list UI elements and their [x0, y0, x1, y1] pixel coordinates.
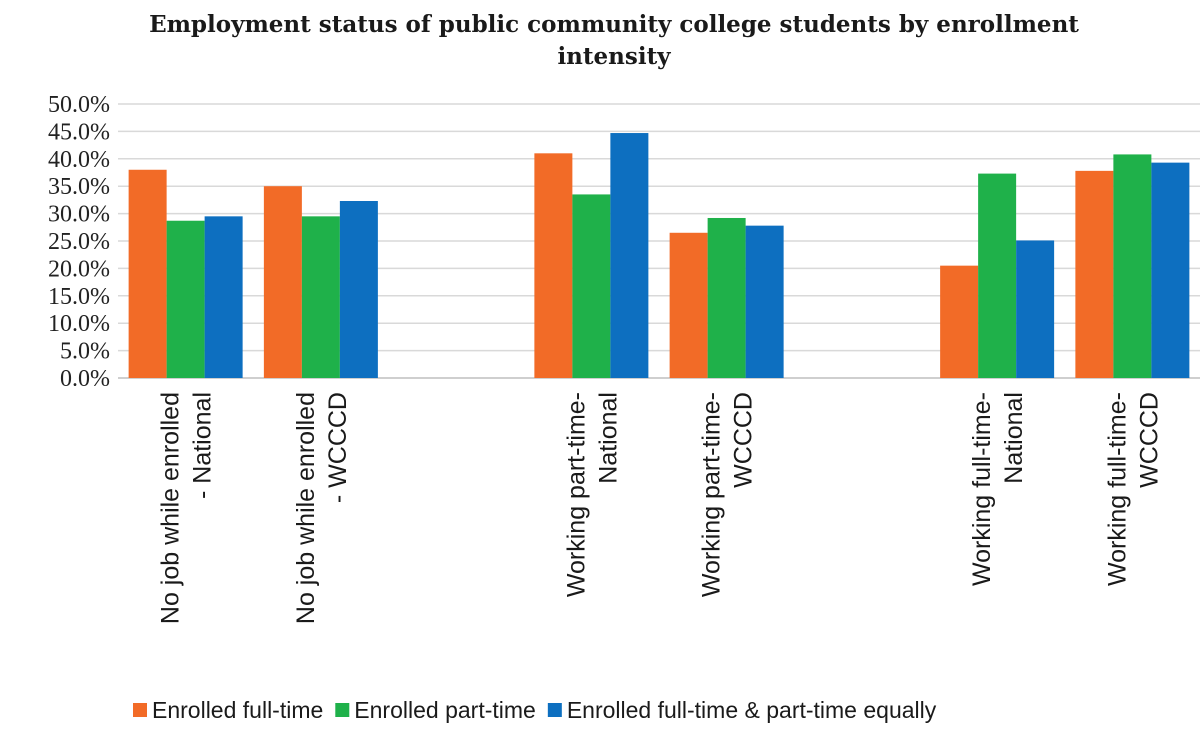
x-axis-ticks: No job while enrolled - National No job wh…: [157, 392, 1164, 624]
x-tick-label: No job while enrolled: [157, 392, 185, 624]
bar: [166, 220, 205, 378]
y-tick-label: 40.0%: [48, 147, 110, 173]
bar: [1016, 240, 1055, 378]
x-tick-label: WCCCD: [1135, 392, 1163, 488]
legend-label: Enrolled full-time: [152, 697, 323, 723]
bar: [1113, 154, 1152, 378]
x-tick-label: - WCCCD: [324, 392, 352, 503]
y-tick-label: 10.0%: [48, 311, 110, 337]
bar: [707, 217, 746, 378]
legend-label: Enrolled part-time: [354, 697, 536, 723]
y-axis-ticks: 0.0%5.0%10.0%15.0%20.0%25.0%30.0%35.0%40…: [48, 92, 110, 392]
y-tick-label: 30.0%: [48, 202, 110, 228]
bar: [572, 194, 611, 378]
chart-title: Employment status of public community co…: [149, 11, 1079, 70]
bar: [978, 173, 1017, 378]
bar: [204, 216, 243, 378]
x-tick-label: Working part-time-: [562, 392, 590, 597]
y-tick-label: 45.0%: [48, 119, 110, 145]
legend-swatch: [547, 703, 562, 717]
x-tick-label: WCCCD: [730, 392, 758, 488]
bar: [128, 169, 167, 378]
y-tick-label: 50.0%: [48, 92, 110, 118]
bar: [339, 200, 378, 378]
legend-label: Enrolled full-time & part-time equally: [567, 697, 937, 723]
chart-title-line: Employment status of public community co…: [149, 11, 1079, 38]
legend: Enrolled full-time Enrolled part-time Enro…: [133, 697, 937, 723]
y-tick-label: 35.0%: [48, 174, 110, 200]
legend-item: Enrolled part-time: [335, 697, 536, 723]
bar: [1151, 162, 1190, 378]
bar: [301, 216, 340, 378]
bars: [128, 133, 1190, 378]
legend-swatch: [335, 703, 350, 717]
bar: [263, 186, 302, 378]
x-tick-label: Working full-time-: [968, 392, 996, 586]
legend-swatch: [133, 703, 147, 717]
x-tick-label: National: [594, 392, 622, 484]
bar: [669, 232, 708, 378]
x-tick-label: No job while enrolled: [292, 392, 320, 624]
x-tick-label: National: [1000, 392, 1028, 484]
y-tick-label: 15.0%: [48, 284, 110, 310]
bar: [1075, 170, 1114, 378]
x-tick-label: - National: [189, 392, 217, 499]
y-tick-label: 20.0%: [48, 256, 110, 282]
bar: [940, 265, 979, 378]
x-tick-label: Working full-time-: [1103, 392, 1131, 586]
y-tick-label: 25.0%: [48, 229, 110, 255]
legend-item: Enrolled full-time: [133, 697, 323, 723]
bar: [745, 225, 784, 378]
chart-title-line: intensity: [557, 43, 671, 70]
bar: [534, 153, 573, 378]
y-tick-label: 0.0%: [60, 366, 110, 392]
legend-item: Enrolled full-time & part-time equally: [547, 697, 937, 723]
y-tick-label: 5.0%: [60, 339, 110, 365]
x-tick-label: Working part-time-: [698, 392, 726, 597]
bar: [610, 133, 649, 378]
